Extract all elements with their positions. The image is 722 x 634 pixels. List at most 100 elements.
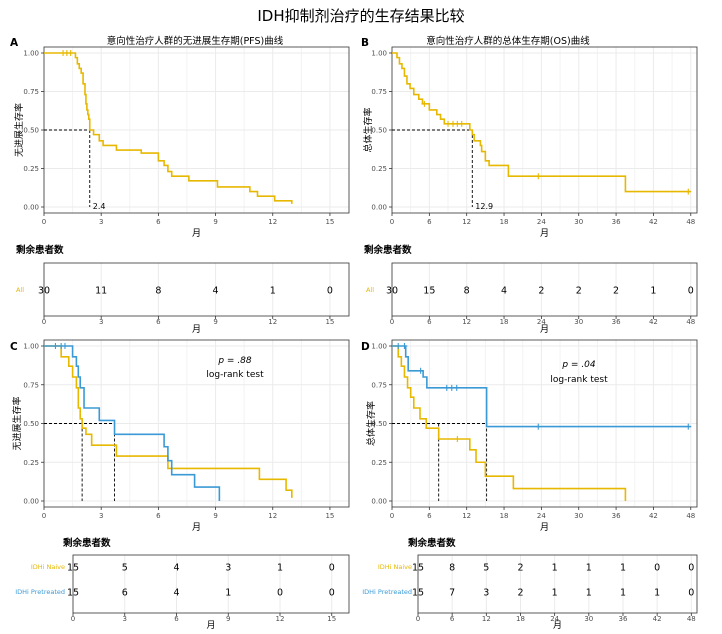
- risk-x-tick-label: 30: [584, 615, 593, 623]
- risk-count: 1: [586, 563, 592, 574]
- x-tick-label: 48: [686, 512, 695, 520]
- risk-x-tick-label: 36: [612, 318, 621, 326]
- risk-count: 0: [654, 563, 660, 574]
- risk-table-area: [418, 555, 697, 613]
- risk-table-area: [44, 263, 349, 316]
- y-tick-label: 0.25: [23, 459, 39, 467]
- censor-mark: [453, 384, 460, 391]
- risk-count: 3: [483, 588, 489, 599]
- risk-table-title: 剩余患者数: [63, 537, 111, 549]
- risk-x-tick-label: 0: [390, 318, 394, 326]
- risk-count: 2: [517, 563, 523, 574]
- p-value: p = .04: [561, 360, 596, 370]
- risk-count: 1: [586, 588, 592, 599]
- main-title: IDH抑制剂治疗的生存结果比较: [257, 7, 464, 25]
- y-axis-label: 无进展生存率: [13, 103, 25, 157]
- x-tick-label: 3: [99, 512, 103, 520]
- censor-mark: [52, 343, 59, 349]
- risk-count: 2: [538, 286, 544, 297]
- risk-x-tick-label: 12: [482, 615, 491, 623]
- risk-count: 1: [650, 286, 656, 297]
- panel-label: D: [361, 341, 370, 353]
- risk-x-tick-label: 6: [450, 615, 455, 623]
- km-curve-naive: [392, 345, 627, 501]
- risk-x-tick-label: 48: [687, 615, 696, 623]
- x-tick-label: 3: [99, 218, 103, 226]
- x-tick-label: 6: [156, 218, 161, 226]
- y-tick-label: 0.75: [371, 88, 387, 96]
- risk-x-tick-label: 0: [416, 615, 420, 623]
- censor-mark: [685, 188, 692, 195]
- x-tick-label: 0: [390, 218, 394, 226]
- risk-x-tick-label: 3: [123, 615, 127, 623]
- risk-count: 5: [483, 563, 489, 574]
- risk-row-label: All: [366, 286, 374, 294]
- risk-x-tick-label: 3: [99, 318, 103, 326]
- risk-count: 30: [38, 286, 50, 297]
- x-tick-label: 12: [268, 218, 277, 226]
- risk-count: 0: [688, 286, 694, 297]
- panel-C: C按IDH抑制剂治疗状态分层的无进展生存期(PFS)曲线036912150.00…: [10, 339, 350, 533]
- x-tick-label: 6: [427, 218, 432, 226]
- median-label: 2.4: [93, 202, 106, 211]
- y-tick-label: 1.00: [23, 50, 39, 58]
- risk-count: 0: [329, 563, 335, 574]
- risk-table-title: 剩余患者数: [16, 244, 64, 256]
- risk-count: 1: [552, 588, 558, 599]
- x-tick-label: 15: [325, 218, 334, 226]
- risk-x-tick-label: 9: [226, 615, 230, 623]
- risk-count: 0: [688, 588, 694, 599]
- censor-mark: [685, 423, 692, 430]
- p-value: p = .88: [217, 356, 252, 366]
- risk-count: 3: [225, 563, 231, 574]
- y-tick-label: 0.00: [23, 204, 39, 212]
- y-axis-label: 无进展生存率: [11, 396, 23, 450]
- x-tick-label: 6: [156, 512, 161, 520]
- x-tick-label: 6: [427, 512, 432, 520]
- risk-x-axis-label: 月: [192, 324, 201, 335]
- y-tick-label: 0.25: [371, 165, 387, 173]
- km-curve-pretreated: [44, 345, 221, 501]
- y-axis-label: 总体生存率: [365, 401, 377, 446]
- y-tick-label: 0.25: [371, 459, 387, 467]
- km-curve-all: [392, 52, 691, 193]
- risk-count: 7: [449, 588, 455, 599]
- panel-title: 意向性治疗人群的总体生存期(OS)曲线: [426, 35, 590, 47]
- x-tick-label: 36: [612, 512, 621, 520]
- risk-count: 4: [213, 286, 219, 297]
- risk-x-tick-label: 0: [42, 318, 46, 326]
- panel-label: A: [10, 37, 19, 49]
- x-tick-label: 42: [649, 218, 658, 226]
- test-name: log-rank test: [550, 375, 608, 385]
- x-tick-label: 9: [213, 512, 217, 520]
- risk-x-tick-label: 0: [71, 615, 75, 623]
- risk-row-label: IDHi Pretreated: [15, 588, 65, 596]
- grid: [391, 340, 697, 507]
- risk-x-tick-label: 12: [462, 318, 471, 326]
- x-tick-label: 36: [612, 218, 621, 226]
- y-tick-label: 0.25: [23, 165, 39, 173]
- risk-x-tick-label: 6: [427, 318, 432, 326]
- risk-row-label: IDHi Naive: [378, 563, 412, 571]
- km-curve-all: [44, 52, 293, 204]
- risk-count: 8: [449, 563, 455, 574]
- risk-count: 4: [173, 563, 179, 574]
- risk-x-tick-label: 48: [686, 318, 695, 326]
- risk-count: 1: [270, 286, 276, 297]
- y-tick-label: 1.00: [371, 343, 387, 351]
- risk-table-area: [73, 555, 349, 613]
- x-axis-label: 月: [192, 522, 201, 533]
- x-tick-label: 0: [390, 512, 394, 520]
- risk-x-tick-label: 6: [156, 318, 161, 326]
- risk-count: 5: [122, 563, 128, 574]
- x-axis-label: 月: [540, 228, 549, 239]
- x-tick-label: 18: [500, 512, 509, 520]
- risk-x-tick-label: 12: [276, 615, 285, 623]
- y-tick-label: 0.00: [371, 204, 387, 212]
- risk-x-tick-label: 15: [327, 615, 336, 623]
- risk-count: 2: [576, 286, 582, 297]
- risk-row-label: IDHi Naive: [31, 563, 65, 571]
